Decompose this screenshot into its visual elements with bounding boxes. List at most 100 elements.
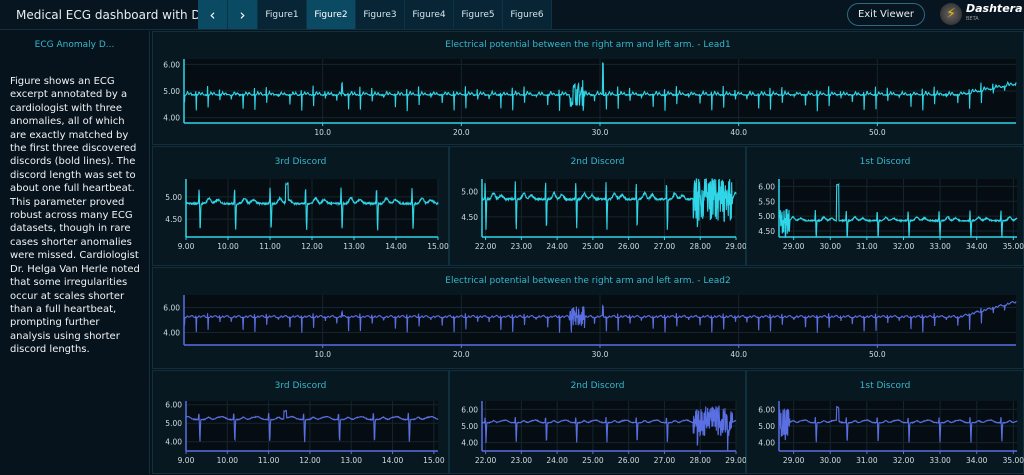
tab-figure6[interactable]: Figure6 — [503, 0, 552, 29]
x-tick-label: 31.00 — [856, 242, 878, 251]
x-tick-label: 33.00 — [929, 456, 951, 465]
chart-panel-l2d3: 3rd Discord 9.00 10.00 11.00 12.00 13.00 14.00… — [152, 370, 449, 474]
chart-title: Electrical potential between the right a… — [445, 40, 731, 50]
y-tick-label: 5.00 — [163, 87, 180, 96]
chart-l1d3[interactable]: 9.00 10.00 11.00 12.00 13.00 14.00 15.00 4.50 5.… — [153, 147, 450, 267]
x-tick-label: 25.00 — [582, 456, 604, 465]
x-tick-label: 32.00 — [893, 242, 915, 251]
x-tick-label: 13.00 — [343, 242, 365, 251]
chart-l2d1[interactable]: 29.00 30.00 31.00 32.00 33.00 34.00 35.00 4.00 5… — [747, 371, 1024, 475]
y-tick-label: 5.00 — [758, 212, 775, 221]
prev-figure-button[interactable]: ‹ — [198, 0, 228, 29]
sidebar-title: ECG Anomaly D... — [34, 40, 115, 50]
x-tick-label: 40.0 — [730, 128, 747, 137]
x-tick-label: 10.0 — [314, 128, 331, 137]
tab-figure5[interactable]: Figure5 — [454, 0, 503, 29]
y-tick-label: 4.00 — [165, 438, 182, 447]
x-tick-label: 50.0 — [869, 350, 886, 359]
x-tick-label: 30.00 — [820, 456, 842, 465]
chart-l1d2[interactable]: 22.00 23.00 24.00 25.00 26.00 27.00 28.00 29.00… — [450, 147, 747, 267]
y-tick-label: 4.00 — [461, 439, 478, 448]
tab-figure4[interactable]: Figure4 — [405, 0, 454, 29]
x-tick-label: 40.0 — [730, 350, 747, 359]
tab-figure2[interactable]: Figure2 — [307, 0, 356, 29]
chart-title: 2nd Discord — [570, 157, 625, 167]
x-tick-label: 29.00 — [725, 242, 747, 251]
y-tick-label: 4.50 — [461, 213, 478, 222]
x-tick-label: 28.00 — [689, 242, 711, 251]
ecg-series-line — [183, 62, 1017, 112]
lightning-logo-icon: ⚡ — [940, 3, 962, 25]
y-tick-label: 5.00 — [461, 422, 478, 431]
y-tick-label: 6.00 — [163, 60, 180, 69]
chart-panel-lead1: Electrical potential between the right a… — [152, 31, 1024, 145]
y-tick-label: 5.00 — [461, 188, 478, 197]
y-tick-label: 4.00 — [163, 114, 180, 123]
y-tick-label: 6.00 — [165, 401, 182, 410]
chart-l2d3[interactable]: 9.00 10.00 11.00 12.00 13.00 14.00 15.00 4.00 5.… — [153, 371, 450, 475]
chart-panel-l1d3: 3rd Discord 9.00 10.00 11.00 12.00 13.00 14.00… — [152, 146, 449, 266]
ecg-series-line — [778, 405, 1018, 443]
chart-title: 1st Discord — [859, 381, 911, 391]
x-tick-label: 14.00 — [382, 456, 404, 465]
ecg-series-line — [481, 178, 737, 230]
x-tick-label: 13.00 — [341, 456, 363, 465]
chart-panel-l1d2: 2nd Discord 22.00 23.00 24.00 25.00 26.00 27.0… — [449, 146, 747, 267]
chevron-left-icon: ‹ — [209, 6, 216, 24]
x-tick-label: 25.00 — [582, 242, 604, 251]
x-tick-label: 20.0 — [453, 350, 470, 359]
chart-l2d2[interactable]: 22.00 23.00 24.00 25.00 26.00 27.00 28.00 29.00… — [450, 371, 747, 475]
chart-panel-l2d1: 1st Discord 29.00 30.00 31.00 32.00 33.00 34.0… — [746, 370, 1024, 474]
x-tick-label: 33.00 — [929, 242, 951, 251]
chart-lead2[interactable]: 10.0 20.0 30.0 40.0 50.0 4.00 6.00 — [153, 268, 1024, 370]
x-tick-label: 30.0 — [592, 350, 609, 359]
chart-l1d1[interactable]: 29.00 30.00 31.00 32.00 33.00 34.00 35.00 4.50 5… — [747, 147, 1024, 267]
next-figure-button[interactable]: › — [228, 0, 258, 29]
plot-area — [779, 179, 1017, 237]
x-tick-label: 35.00 — [1003, 242, 1024, 251]
chart-title: 3rd Discord — [274, 157, 327, 167]
x-tick-label: 35.00 — [1003, 456, 1024, 465]
x-tick-label: 12.00 — [299, 456, 321, 465]
x-tick-label: 30.0 — [592, 128, 609, 137]
y-tick-label: 6.00 — [461, 405, 478, 414]
x-tick-label: 9.00 — [178, 242, 195, 251]
chart-title: 2nd Discord — [570, 381, 625, 391]
chevron-right-icon: › — [239, 6, 246, 24]
plot-area — [186, 401, 438, 451]
ecg-series-line — [185, 182, 439, 231]
x-tick-label: 50.0 — [869, 128, 886, 137]
y-tick-label: 6.00 — [758, 405, 775, 414]
x-tick-label: 27.00 — [654, 242, 676, 251]
x-tick-label: 23.00 — [511, 456, 533, 465]
x-tick-label: 27.00 — [654, 456, 676, 465]
chart-lead1[interactable]: 10.0 20.0 30.0 40.0 50.0 4.00 5.00 6.00 — [153, 32, 1024, 146]
x-tick-label: 23.00 — [511, 242, 533, 251]
tab-figure1[interactable]: Figure1 — [258, 0, 307, 29]
x-tick-label: 10.00 — [217, 456, 239, 465]
x-tick-label: 28.00 — [689, 456, 711, 465]
y-tick-label: 5.00 — [165, 193, 182, 202]
sidebar-description: Figure shows an ECG excerpt annotated by… — [10, 76, 140, 356]
chart-panel-l2d2: 2nd Discord 22.00 23.00 24.00 25.00 26.00 27.0… — [449, 370, 747, 475]
x-tick-label: 14.00 — [385, 242, 407, 251]
chart-panel-lead2: Electrical potential between the right a… — [152, 267, 1024, 369]
x-tick-label: 34.00 — [966, 242, 988, 251]
x-tick-label: 11.00 — [259, 242, 281, 251]
x-tick-label: 24.00 — [546, 242, 568, 251]
ecg-series-line — [778, 182, 1018, 239]
logo: ⚡ Dashtera BETA — [940, 3, 1023, 25]
chart-title: Electrical potential between the right a… — [445, 276, 731, 286]
x-tick-label: 10.00 — [217, 242, 239, 251]
tab-figure3[interactable]: Figure3 — [356, 0, 405, 29]
x-tick-label: 32.00 — [893, 456, 915, 465]
chart-title: 3rd Discord — [274, 381, 327, 391]
x-tick-label: 22.00 — [475, 456, 497, 465]
x-tick-label: 29.00 — [725, 456, 747, 465]
logo-name: Dashtera — [966, 2, 1023, 15]
y-tick-label: 4.50 — [165, 215, 182, 224]
x-tick-label: 26.00 — [618, 242, 640, 251]
logo-sub: BETA — [966, 16, 979, 22]
chart-panel-l1d1: 1st Discord 29.00 30.00 31.00 32.00 33.00 34.0… — [746, 146, 1024, 266]
exit-viewer-button[interactable]: Exit Viewer — [847, 3, 925, 26]
